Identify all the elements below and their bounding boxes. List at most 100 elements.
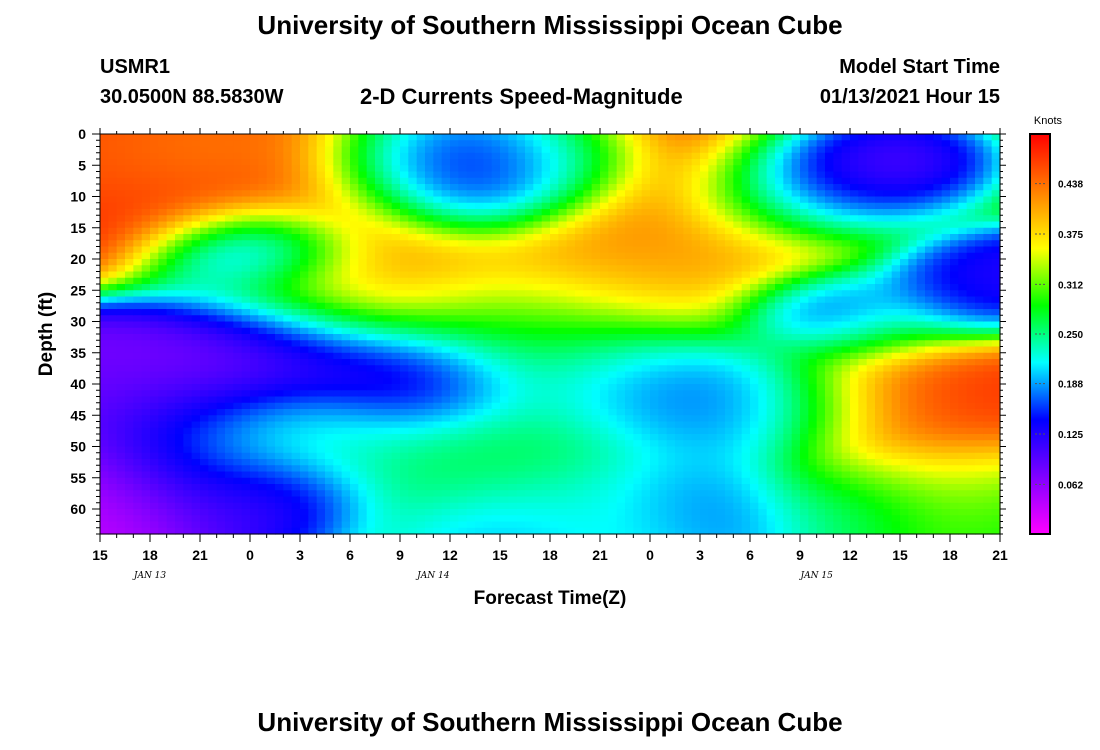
heatmap-cell [433, 246, 443, 254]
heatmap-cell [175, 265, 184, 273]
heatmap-cell [700, 321, 709, 329]
heatmap-cell [516, 309, 526, 316]
heatmap-cell [358, 371, 368, 379]
heatmap-cell [208, 365, 218, 373]
heatmap-cell [725, 484, 734, 491]
heatmap-cell [550, 477, 559, 485]
heatmap-cell [400, 371, 409, 379]
heatmap-cell [691, 340, 701, 348]
heatmap-cell [650, 390, 659, 398]
heatmap-cell [350, 271, 359, 279]
heatmap-cell [700, 471, 709, 479]
heatmap-cell [425, 421, 434, 429]
heatmap-cell [166, 246, 176, 254]
heatmap-cell [383, 409, 393, 416]
heatmap-cell [675, 265, 684, 273]
heatmap-cell [608, 202, 618, 210]
heatmap-cell [600, 452, 609, 460]
heatmap-cell [550, 240, 559, 248]
heatmap-cell [366, 446, 376, 454]
heatmap-cell [450, 352, 459, 360]
heatmap-cell [350, 159, 359, 166]
heatmap-cell [366, 227, 376, 235]
heatmap-cell [408, 271, 418, 279]
heatmap-cell [300, 202, 309, 210]
heatmap-cell [450, 427, 459, 435]
heatmap-cell [150, 184, 159, 191]
heatmap-cell [100, 471, 109, 479]
heatmap-cell [150, 302, 159, 310]
heatmap-cell [608, 327, 618, 335]
heatmap-cell [433, 446, 443, 454]
heatmap-cell [616, 484, 626, 491]
heatmap-cell [433, 340, 443, 348]
heatmap-cell [383, 215, 393, 223]
heatmap-cell [650, 371, 659, 379]
heatmap-cell [158, 402, 168, 410]
heatmap-cell [450, 246, 459, 254]
heatmap-cell [566, 371, 576, 379]
heatmap-cell [266, 159, 276, 166]
heatmap-cell [191, 396, 201, 404]
heatmap-cell [216, 215, 226, 223]
heatmap-cell [383, 184, 393, 191]
heatmap-cell [316, 277, 326, 285]
heatmap-cell [450, 515, 459, 523]
heatmap-cell [616, 271, 626, 279]
heatmap-cell [116, 409, 126, 416]
heatmap-cell [525, 371, 534, 379]
heatmap-cell [533, 190, 543, 198]
heatmap-cell [100, 377, 109, 385]
heatmap-cell [216, 140, 226, 148]
heatmap-cell [491, 390, 501, 398]
heatmap-cell [325, 396, 334, 404]
heatmap-cell [725, 265, 734, 273]
heatmap-cell [583, 296, 593, 304]
heatmap-cell [708, 509, 718, 516]
heatmap-cell [683, 402, 693, 410]
heatmap-cell [391, 296, 401, 304]
heatmap-cell [133, 502, 143, 510]
heatmap-cell [483, 265, 493, 273]
heatmap-cell [291, 309, 301, 316]
heatmap-cell [391, 309, 401, 316]
heatmap-cell [533, 452, 543, 460]
heatmap-cell [558, 384, 568, 391]
heatmap-cell [233, 296, 243, 304]
heatmap-cell [441, 446, 451, 454]
heatmap-cell [216, 334, 226, 341]
heatmap-cell [600, 196, 609, 204]
heatmap-cell [566, 421, 576, 429]
heatmap-cell [125, 359, 134, 366]
heatmap-cell [300, 134, 309, 141]
heatmap-cell [533, 177, 543, 185]
heatmap-cell [225, 440, 234, 448]
heatmap-cell [500, 477, 509, 485]
heatmap-cell [575, 502, 584, 510]
heatmap-cell [691, 402, 701, 410]
heatmap-cell [400, 384, 409, 391]
heatmap-cell [341, 390, 351, 398]
heatmap-cell [166, 515, 176, 523]
heatmap-cell [441, 221, 451, 229]
heatmap-cell [350, 521, 359, 529]
heatmap-cell [191, 202, 201, 210]
heatmap-cell [550, 365, 559, 373]
heatmap-cell [325, 246, 334, 254]
heatmap-cell [608, 502, 618, 510]
heatmap-cell [258, 352, 268, 360]
heatmap-cell [325, 409, 334, 416]
heatmap-cell [433, 434, 443, 441]
heatmap-cell [391, 277, 401, 285]
heatmap-cell [158, 471, 168, 479]
heatmap-cell [575, 484, 584, 491]
heatmap-cell [358, 321, 368, 329]
heatmap-cell [491, 402, 501, 410]
heatmap-cell [458, 184, 468, 191]
heatmap-cell [525, 202, 534, 210]
heatmap-cell [316, 359, 326, 366]
heatmap-cell [700, 390, 709, 398]
heatmap-cell [416, 440, 426, 448]
heatmap-cell [566, 390, 576, 398]
heatmap-cell [466, 346, 476, 354]
